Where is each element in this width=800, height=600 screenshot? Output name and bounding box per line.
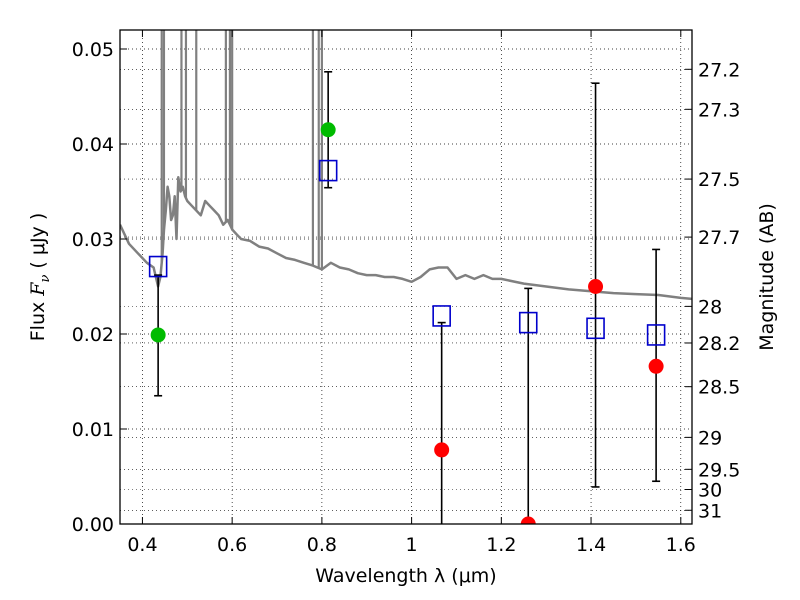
model-photometry-point bbox=[646, 324, 666, 346]
x-tick-label: 1.6 bbox=[666, 534, 696, 556]
y-tick-labels: 0.00 0.01 0.02 0.03 0.04 0.05 bbox=[72, 39, 114, 536]
magnitude-axis-title: Magnitude (AB) bbox=[756, 203, 778, 351]
y-axis-title-symbol: F bbox=[27, 282, 49, 297]
magnitude-tick-label: 28.2 bbox=[698, 333, 740, 355]
model-photometry-point bbox=[518, 311, 538, 334]
y-axis-title: Flux Fν ( μJy ) bbox=[27, 213, 53, 342]
x-axis-title: Wavelength λ (μm) bbox=[315, 565, 496, 587]
model-photometry-point bbox=[318, 159, 338, 182]
y-tick-label: 0.05 bbox=[72, 39, 114, 61]
magnitude-tick-label: 27.2 bbox=[698, 59, 740, 81]
magnitude-tick-label: 29.5 bbox=[698, 459, 740, 481]
magnitude-tick-label: 28 bbox=[698, 296, 722, 318]
grid-layer bbox=[120, 30, 692, 525]
data-point bbox=[520, 516, 536, 524]
data-point bbox=[434, 442, 450, 458]
plot-frame bbox=[119, 29, 693, 525]
x-tick-label: 1.4 bbox=[576, 534, 606, 556]
x-tick-label: 0.8 bbox=[307, 534, 337, 556]
data-point bbox=[320, 122, 336, 138]
x-tick-label: 0.6 bbox=[217, 534, 247, 556]
x-tick-label: 1.2 bbox=[486, 534, 516, 556]
magnitude-tick-label: 27.3 bbox=[698, 99, 740, 121]
y-axis-title-text: Flux bbox=[27, 296, 49, 342]
model-sed-continuum bbox=[120, 176, 692, 301]
model-photometry-point bbox=[148, 255, 168, 278]
x-tick-labels: 0.4 0.6 0.8 1 1.2 1.4 1.6 bbox=[127, 534, 696, 556]
ticks-layer bbox=[120, 30, 692, 525]
y-axis-title-unit: ( μJy ) bbox=[27, 213, 49, 275]
data-points-layer bbox=[148, 122, 666, 524]
magnitude-tick-label: 27.5 bbox=[698, 169, 740, 191]
magnitude-tick-label: 31 bbox=[698, 500, 722, 522]
y-tick-label: 0.01 bbox=[72, 419, 114, 441]
y-tick-label: 0.03 bbox=[72, 229, 114, 251]
magnitude-tick-label: 29 bbox=[698, 427, 722, 449]
magnitude-tick-label: 28.5 bbox=[698, 377, 740, 399]
magnitude-tick-label: 27.7 bbox=[698, 227, 740, 249]
y-axis-title-subscript: ν bbox=[38, 275, 53, 283]
x-tick-label: 0.4 bbox=[127, 534, 157, 556]
data-point bbox=[150, 327, 166, 343]
y-tick-label: 0.04 bbox=[72, 134, 114, 156]
y-tick-label: 0.02 bbox=[72, 324, 114, 346]
y-tick-label: 0.00 bbox=[72, 514, 114, 536]
data-point bbox=[588, 279, 604, 294]
model-photometry-point bbox=[432, 305, 451, 327]
model-sed-layer bbox=[120, 30, 692, 301]
model-photometry-point bbox=[586, 317, 605, 340]
data-point bbox=[648, 358, 664, 374]
x-tick-label: 1 bbox=[406, 534, 418, 556]
magnitude-tick-label: 30 bbox=[698, 480, 722, 502]
